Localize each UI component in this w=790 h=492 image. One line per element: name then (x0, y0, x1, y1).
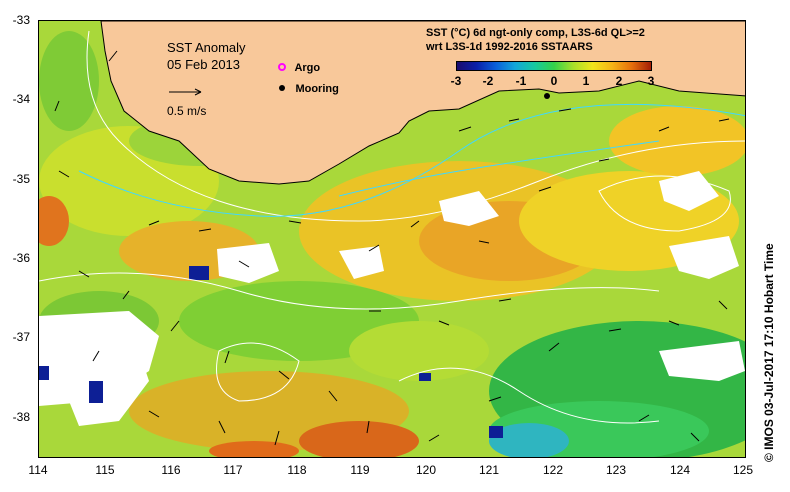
x-tick-label: 125 (732, 463, 754, 477)
map-date: 05 Feb 2013 (167, 57, 241, 72)
product-description-line2: wrt L3S-1d 1992-2016 SSTAARS (426, 41, 593, 53)
legend-mooring: Mooring (279, 79, 339, 97)
scale-arrow-icon (169, 88, 202, 96)
velocity-scale-label: 0.5 m/s (167, 104, 207, 118)
mooring-icon (279, 84, 285, 91)
y-tick-label: -37 (12, 330, 30, 344)
legend-argo: Argo (278, 58, 320, 76)
y-tick-label: -36 (12, 251, 30, 265)
x-tick-label: 114 (28, 463, 48, 477)
y-tick-label: -38 (12, 410, 30, 424)
colorbar-tick-label: 2 (615, 74, 623, 88)
x-tick-label: 118 (287, 463, 307, 477)
map-title-block: SST Anomaly 05 Feb 2013 (167, 40, 246, 72)
copyright-notice: © IMOS 03-Jul-2017 17:10 Hobart Time (762, 243, 776, 462)
y-tick-label: -35 (12, 172, 30, 186)
map-canvas (39, 21, 745, 457)
colorbar-tick-label: -3 (450, 74, 462, 88)
mooring-marker (544, 93, 550, 99)
x-tick-label: 121 (478, 463, 500, 477)
velocity-arrows (54, 50, 730, 446)
x-tick-label: 115 (95, 463, 115, 477)
x-tick-label: 120 (415, 463, 437, 477)
velocity-scale (167, 84, 207, 102)
map-title: SST Anomaly (167, 40, 246, 55)
colorbar-tick-label: -2 (482, 74, 494, 88)
sst-anomaly-map (38, 20, 746, 458)
legend-argo-label: Argo (294, 62, 321, 74)
x-tick-label: 124 (669, 463, 691, 477)
colorbar-tick-label: 0 (550, 74, 558, 88)
x-tick-label: 116 (161, 463, 181, 477)
sst-field (39, 21, 745, 457)
y-tick-label: -34 (12, 92, 30, 106)
x-tick-label: 122 (542, 463, 564, 477)
argo-float-icon (278, 62, 286, 71)
x-tick-label: 123 (605, 463, 627, 477)
colorbar-tick-label: -1 (515, 74, 527, 88)
colorbar-tick-label: 3 (647, 74, 655, 88)
y-tick-label: -33 (12, 13, 30, 27)
legend-mooring-label: Mooring (295, 83, 339, 95)
anomaly-colorbar (456, 61, 652, 71)
product-description-line1: SST (°C) 6d ngt-only comp, L3S-6d QL>=2 (426, 27, 645, 39)
x-tick-label: 117 (223, 463, 243, 477)
colorbar-tick-label: 1 (582, 74, 590, 88)
x-tick-label: 119 (350, 463, 370, 477)
